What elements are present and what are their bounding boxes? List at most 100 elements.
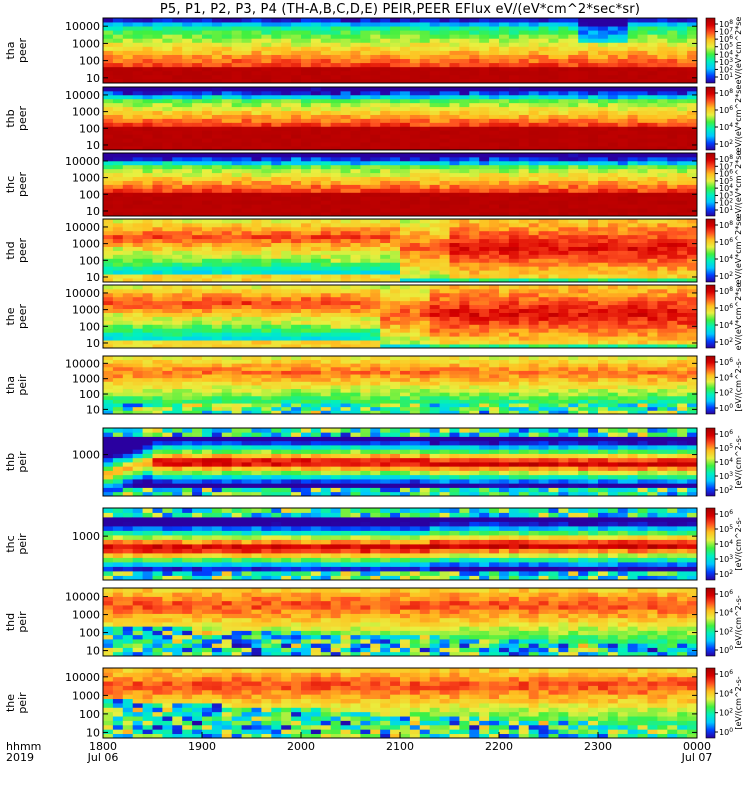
heatmap-cell: [330, 70, 341, 76]
heatmap-cell: [429, 274, 440, 279]
heatmap-cell: [122, 180, 134, 185]
heatmap-cell: [677, 90, 688, 96]
heatmap-cell: [271, 219, 282, 224]
heatmap-cell: [310, 254, 322, 259]
heatmap-cell: [528, 246, 539, 251]
heatmap-cell: [538, 312, 549, 317]
heatmap-cell: [528, 87, 539, 92]
heatmap-cell: [617, 38, 629, 43]
heatmap-cell: [598, 114, 609, 119]
heatmap-cell: [310, 304, 322, 310]
heatmap-cell: [112, 118, 124, 123]
heatmap-cell: [122, 366, 134, 371]
heatmap-cell: [538, 242, 549, 247]
heatmap-cell: [291, 344, 302, 349]
heatmap-cell: [538, 300, 549, 306]
heatmap-cell: [310, 316, 322, 321]
heatmap-cell: [301, 78, 312, 84]
heatmap-cell: [291, 110, 302, 115]
heatmap-cell: [380, 316, 391, 321]
heatmap-cell: [588, 87, 599, 92]
heatmap-cell: [489, 46, 500, 51]
heatmap-cell: [419, 34, 431, 39]
heatmap-cell: [390, 87, 401, 92]
heatmap-cell: [350, 176, 361, 181]
heatmap-cell: [380, 266, 391, 271]
heatmap-cell: [657, 262, 668, 267]
heatmap-cell: [350, 66, 361, 72]
heatmap-cell: [211, 230, 223, 236]
heatmap-cell: [142, 142, 153, 147]
heatmap-cell: [162, 62, 173, 68]
heatmap-cell: [528, 114, 539, 119]
heatmap-cell: [241, 204, 252, 209]
heatmap-cell: [409, 122, 421, 127]
heatmap-cell: [122, 70, 134, 76]
heatmap-cell: [182, 130, 193, 135]
heatmap-cell: [281, 320, 292, 325]
heatmap-cell: [132, 38, 143, 43]
heatmap-cell: [301, 70, 312, 76]
heatmap-cell: [528, 288, 539, 294]
heatmap-cell: [419, 204, 431, 209]
heatmap-cell: [122, 388, 134, 393]
heatmap-cell: [340, 180, 351, 185]
heatmap-cell: [459, 332, 470, 337]
heatmap-cell: [360, 336, 371, 341]
heatmap-cell: [390, 168, 401, 174]
heatmap-cell: [271, 274, 282, 279]
heatmap-cell: [112, 363, 124, 368]
heatmap-cell: [350, 266, 361, 271]
heatmap-cell: [627, 164, 638, 170]
heatmap-cell: [360, 58, 371, 64]
heatmap-cell: [489, 254, 500, 259]
heatmap-cell: [409, 250, 421, 255]
heatmap-cell: [627, 38, 638, 43]
heatmap-cell: [657, 134, 668, 139]
heatmap-cell: [112, 370, 124, 375]
heatmap-cell: [400, 250, 411, 255]
heatmap-cell: [221, 254, 233, 259]
heatmap-cell: [380, 196, 391, 201]
heatmap-cell: [211, 270, 223, 275]
heatmap-cell: [350, 246, 361, 251]
heatmap-cell: [112, 74, 124, 80]
heatmap-cell: [429, 336, 440, 341]
heatmap-cell: [172, 34, 183, 39]
heatmap-cell: [192, 46, 203, 51]
heatmap-cell: [429, 30, 440, 35]
heatmap-cell: [310, 344, 322, 349]
heatmap-cell: [489, 42, 500, 47]
heatmap-cell: [538, 90, 549, 96]
heatmap-cell: [103, 230, 114, 236]
heatmap-cell: [152, 34, 163, 39]
heatmap-cell: [330, 328, 341, 333]
heatmap-cell: [310, 160, 322, 166]
heatmap-cell: [439, 156, 450, 162]
heatmap-cell: [122, 288, 134, 294]
heatmap-cell: [538, 208, 549, 213]
heatmap-cell: [607, 126, 619, 131]
heatmap-cell: [103, 34, 114, 39]
heatmap-cell: [390, 250, 401, 255]
heatmap-cell: [122, 134, 134, 139]
heatmap-cell: [370, 308, 381, 313]
heatmap-cell: [142, 106, 153, 112]
heatmap-cell: [677, 22, 688, 27]
heatmap-cell: [607, 22, 619, 27]
heatmap-cell: [459, 164, 470, 170]
heatmap-cell: [340, 234, 351, 240]
heatmap-cell: [568, 312, 579, 317]
heatmap-cell: [142, 242, 153, 247]
heatmap-cell: [310, 212, 322, 217]
heatmap-cell: [548, 200, 559, 205]
heatmap-cell: [499, 114, 510, 119]
heatmap-cell: [202, 258, 213, 263]
heatmap-cell: [350, 285, 361, 290]
heatmap-cell: [627, 22, 638, 27]
heatmap-cell: [310, 312, 322, 317]
heatmap-cell: [132, 270, 143, 275]
heatmap-cell: [360, 46, 371, 51]
heatmap-cell: [459, 34, 470, 39]
